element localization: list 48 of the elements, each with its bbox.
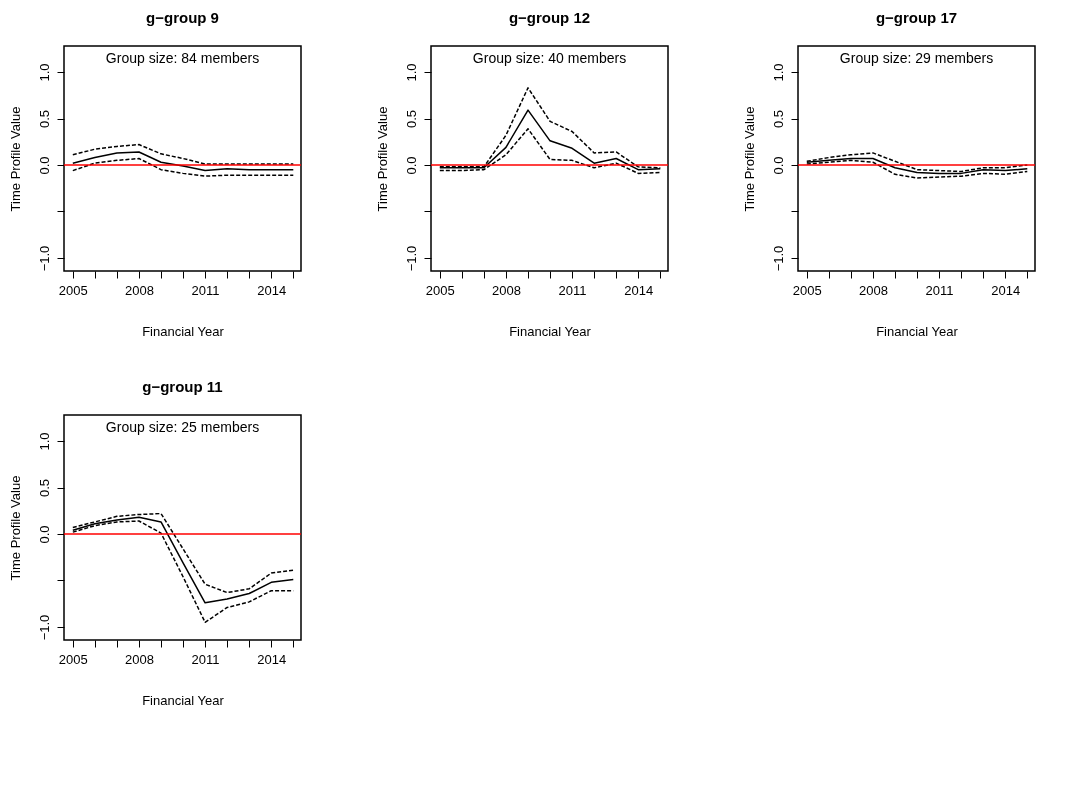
x-axis-title: Financial Year bbox=[876, 323, 959, 339]
x-tick-label: 2014 bbox=[991, 282, 1021, 298]
y-tick-label: 0.5 bbox=[403, 109, 419, 129]
x-tick-label: 2005 bbox=[792, 282, 822, 298]
y-tick-label: −1.0 bbox=[36, 245, 52, 272]
x-tick-label: 2008 bbox=[859, 282, 888, 298]
x-tick-label: 2005 bbox=[425, 282, 455, 298]
x-axis-title: Financial Year bbox=[509, 323, 592, 339]
y-tick-label: 0.0 bbox=[36, 156, 52, 175]
chart-title: g−group 9 bbox=[146, 9, 219, 26]
y-tick-label: 0.0 bbox=[403, 156, 419, 175]
y-axis-title: Time Profile Value bbox=[7, 106, 23, 212]
y-tick-label: 0.5 bbox=[36, 478, 52, 498]
y-axis-title: Time Profile Value bbox=[374, 106, 390, 212]
annotation: Group size: 84 members bbox=[105, 50, 260, 66]
x-tick-label: 2014 bbox=[624, 282, 654, 298]
chart-title: g−group 17 bbox=[875, 9, 958, 26]
y-tick-label: 1.0 bbox=[403, 63, 419, 82]
x-tick-label: 2014 bbox=[257, 651, 287, 667]
y-axis-title: Time Profile Value bbox=[7, 475, 23, 581]
x-tick-label: 2011 bbox=[191, 651, 220, 667]
annotation: Group size: 29 members bbox=[839, 50, 994, 66]
x-axis-title: Financial Year bbox=[142, 692, 225, 708]
y-tick-label: 1.0 bbox=[36, 432, 52, 451]
x-tick-label: 2008 bbox=[125, 282, 154, 298]
x-tick-label: 2011 bbox=[558, 282, 587, 298]
x-tick-label: 2008 bbox=[125, 651, 154, 667]
y-tick-label: 0.0 bbox=[36, 525, 52, 544]
annotation: Group size: 25 members bbox=[105, 419, 260, 435]
x-tick-label: 2005 bbox=[58, 651, 88, 667]
x-tick-label: 2014 bbox=[257, 282, 287, 298]
chart-title: g−group 11 bbox=[142, 378, 223, 395]
x-tick-label: 2011 bbox=[191, 282, 220, 298]
y-tick-label: 0.0 bbox=[770, 156, 786, 175]
x-tick-label: 2011 bbox=[925, 282, 954, 298]
x-axis-title: Financial Year bbox=[142, 323, 225, 339]
y-tick-label: 1.0 bbox=[770, 63, 786, 82]
x-tick-label: 2005 bbox=[58, 282, 88, 298]
y-tick-label: 0.5 bbox=[770, 109, 786, 129]
x-tick-label: 2008 bbox=[492, 282, 521, 298]
y-tick-label: −1.0 bbox=[770, 245, 786, 272]
annotation: Group size: 40 members bbox=[472, 50, 627, 66]
y-tick-label: −1.0 bbox=[403, 245, 419, 272]
y-tick-label: 1.0 bbox=[36, 63, 52, 82]
y-axis-title: Time Profile Value bbox=[741, 106, 757, 212]
chart-title: g−group 12 bbox=[508, 9, 591, 26]
y-tick-label: 0.5 bbox=[36, 109, 52, 129]
y-tick-label: −1.0 bbox=[36, 614, 52, 641]
